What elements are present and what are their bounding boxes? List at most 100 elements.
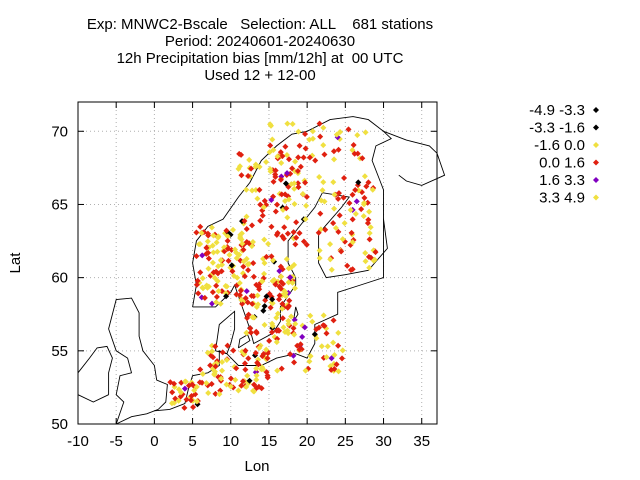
x-tick-label: -5 [110,433,123,450]
station-point [297,143,303,149]
station-point [335,330,341,336]
station-point [246,157,252,163]
station-point [216,288,222,294]
x-tick-label: 10 [222,433,239,450]
x-tick-label: 5 [188,433,196,450]
y-tick-label: 60 [51,270,68,287]
station-point [242,367,248,373]
y-tick-label: 70 [51,123,68,140]
station-point [210,260,216,266]
station-point [249,222,255,228]
station-point [350,192,356,198]
station-point [254,196,260,202]
station-point [366,265,372,271]
station-point [320,179,326,185]
station-point [195,290,201,296]
station-point [309,319,315,325]
coastline-denmark [216,311,235,353]
station-point [306,358,312,364]
x-tick-label: 30 [375,433,392,450]
station-point [181,405,187,411]
station-point [200,275,206,281]
station-point [317,255,323,261]
station-point [266,338,272,344]
coastline-ireland [78,346,112,402]
station-point [210,289,216,295]
station-point [284,256,290,262]
station-point [316,174,322,180]
legend-marker [593,142,599,148]
station-point [284,121,290,127]
station-point [297,230,303,236]
legend-marker [593,125,599,131]
coastlines [78,117,445,424]
station-point [322,227,328,233]
station-point [213,283,219,289]
station-point [230,347,236,353]
station-point [265,241,271,247]
station-point [331,317,337,323]
station-point [295,154,301,160]
station-point [190,404,196,410]
station-point [243,187,249,193]
station-point [235,388,241,394]
station-point [280,324,286,330]
station-point [260,213,266,219]
station-point [205,238,211,244]
legend-marker [593,107,599,113]
station-point [248,330,254,336]
legend-marker [593,160,599,166]
y-tick-label: 50 [51,416,68,433]
station-point [218,301,224,307]
station-point [344,263,350,269]
station-point [285,231,291,237]
station-point [321,312,327,318]
x-axis-ticks: -10 -5 0 5 10 15 20 25 30 35 [67,102,430,450]
coastline-britain [109,298,168,424]
station-point [321,152,327,158]
station-point [361,213,367,219]
station-point [245,355,251,361]
station-point [342,220,348,226]
station-point [267,142,273,148]
station-point [292,285,298,291]
x-tick-label: 0 [150,433,158,450]
station-point [268,224,274,230]
station-point [262,322,268,328]
station-point [354,198,360,204]
legend-label: 3.3 4.9 [539,190,585,207]
station-point [362,250,368,256]
station-point [291,201,297,207]
x-tick-label: 25 [337,433,354,450]
legend-label: 1.6 3.3 [539,172,585,189]
station-point [257,218,263,224]
station-point [367,230,373,236]
station-point [331,206,337,212]
station-point [361,195,367,201]
station-point [307,313,313,319]
station-point [244,373,250,379]
legend-label: -3.3 -1.6 [529,120,585,137]
station-point [329,267,335,273]
x-tick-label: 35 [413,433,430,450]
station-point [320,142,326,148]
station-point [330,179,336,185]
station-point [292,159,298,165]
station-point [317,211,323,217]
x-axis-label: Lon [244,458,269,475]
station-point [325,343,331,349]
station-point [354,132,360,138]
station-point [291,229,297,235]
station-point [251,274,257,280]
station-point [205,390,211,396]
y-tick-label: 65 [51,196,68,213]
legend: -4.9 -3.3-3.3 -1.6-1.6 0.00.0 1.61.6 3.3… [529,102,599,207]
station-point [366,209,372,215]
station-point [262,303,268,309]
station-point [358,206,364,212]
station-point [330,220,336,226]
station-point [341,175,347,181]
station-point [169,389,175,395]
coastline-norway-sweden-finland [193,117,392,344]
